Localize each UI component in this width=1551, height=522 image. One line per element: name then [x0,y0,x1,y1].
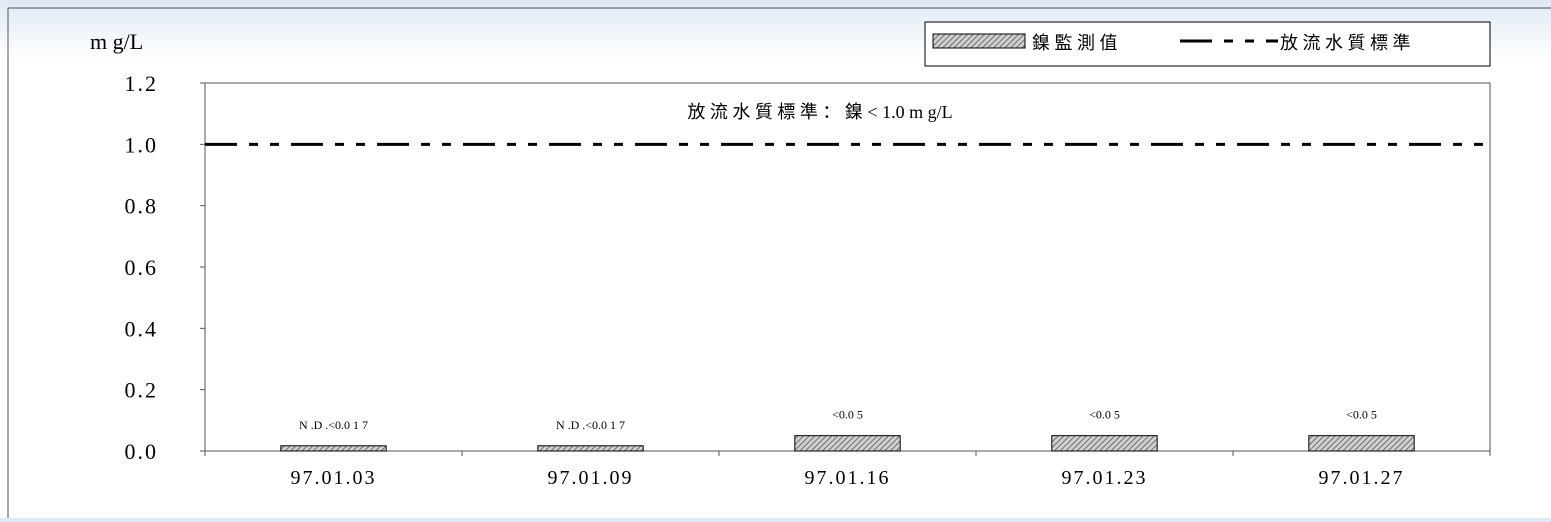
legend: 鎳 監 測 值 放 流 水 質 標 準 [924,21,1491,67]
bar-data-label: N .D .<0.0 1 7 [556,418,625,432]
x-tick-label: 97.01.23 [1062,467,1148,489]
x-tick-label: 97.01.03 [291,467,377,489]
bars-group: N .D .<0.0 1 7 N .D .<0.0 1 7 <0.0 5 <0.0 5… [280,408,1415,452]
bar-data-label: <0.0 5 [1089,408,1120,422]
legend-line-label: 放 流 水 質 標 準 [1280,33,1411,53]
bar [280,445,387,452]
y-axis: 1.2 1.0 0.8 0.6 0.4 0.2 0.0 [125,71,205,464]
y-tick-label: 0.6 [125,255,159,280]
x-tick-label: 97.01.27 [1319,467,1405,489]
x-tick-label: 97.01.09 [548,467,634,489]
y-tick-label: 0.0 [125,439,159,464]
y-axis-unit-label: m g/L [90,29,143,54]
legend-bar-swatch [932,33,1026,49]
y-tick-label: 0.2 [125,378,159,403]
x-tick-label: 97.01.16 [805,467,891,489]
bar [794,435,901,452]
plot-area [204,82,1491,452]
x-axis: 97.01.03 97.01.09 97.01.16 97.01.23 97.01.27 [204,451,1491,489]
reference-annotation: 放 流 水 質 標 準 ： 鎳 < 1.0 m g/L [687,102,952,122]
y-tick-label: 0.4 [125,316,159,341]
bar [1051,435,1158,452]
y-tick-label: 1.0 [125,132,159,157]
legend-bar-label: 鎳 監 測 值 [1032,33,1118,53]
y-tick-label: 1.2 [125,71,159,96]
y-tick-label: 0.8 [125,194,159,219]
bar-data-label: N .D .<0.0 1 7 [299,418,368,432]
bar [537,445,644,452]
bar [1308,435,1415,452]
bar-data-label: <0.0 5 [1346,408,1377,422]
bar-data-label: <0.0 5 [832,408,863,422]
